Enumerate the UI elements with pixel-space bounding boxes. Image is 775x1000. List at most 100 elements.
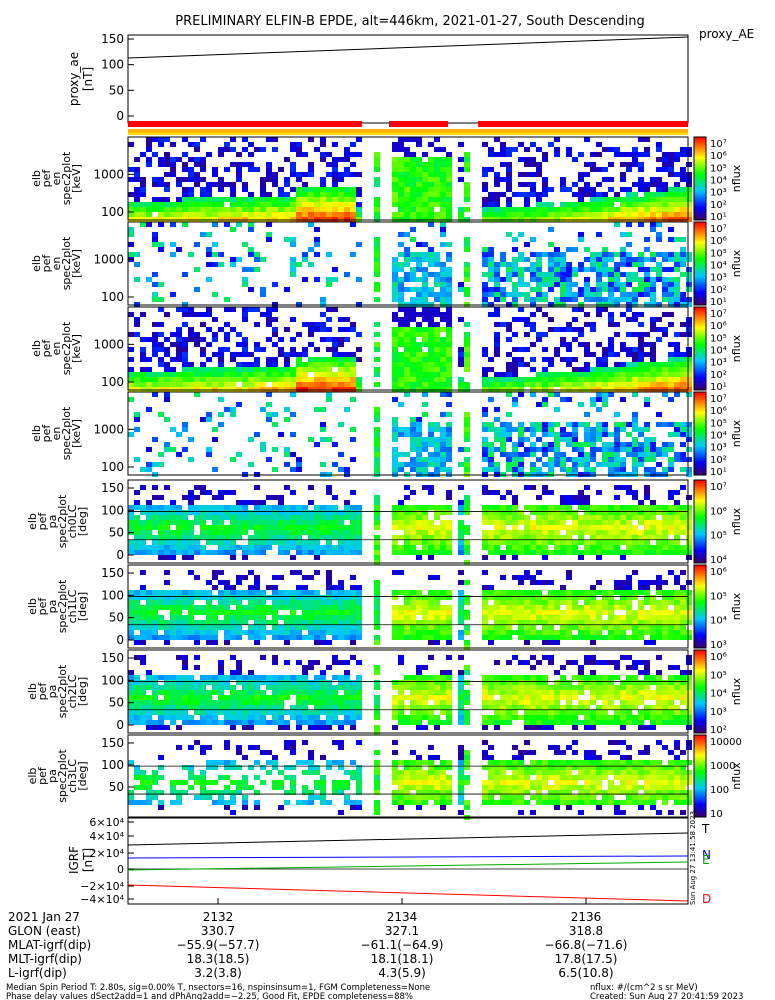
spectrogram-cell <box>416 157 422 162</box>
spectrogram-cell <box>500 590 506 595</box>
spectrogram-cell <box>632 392 638 397</box>
spectrogram-cell <box>638 372 644 377</box>
spectrogram-cell <box>530 382 536 387</box>
spectrogram-cell <box>500 555 506 560</box>
spectrogram-cell <box>494 137 500 142</box>
spectrogram-cell <box>548 520 554 525</box>
spectrogram-cell <box>224 605 230 610</box>
spectrogram-cell <box>494 282 500 287</box>
spectrogram-cell <box>584 162 590 167</box>
spectrogram-cell <box>638 252 644 257</box>
spectrogram-cell <box>320 312 326 317</box>
spectrogram-cell <box>518 635 524 640</box>
spectrogram-cell <box>548 630 554 635</box>
spectrogram-cell <box>272 575 278 580</box>
spectrogram-cell <box>200 485 206 490</box>
spectrogram-cell <box>404 377 410 382</box>
spectrogram-cell <box>296 172 302 177</box>
spectrogram-cell <box>284 505 290 510</box>
spectrogram-cell <box>512 630 518 635</box>
spectrogram-cell <box>212 570 218 575</box>
spectrogram-cell <box>518 510 524 515</box>
spectrogram-cell <box>536 382 542 387</box>
spectrogram-cell <box>464 152 470 157</box>
spectrogram-cell <box>434 282 440 287</box>
spectrogram-cell <box>686 197 692 202</box>
spectrogram-cell <box>128 610 134 615</box>
spectrogram-cell <box>134 167 140 172</box>
colorbar-tick-label: 10⁶ <box>710 321 727 332</box>
proxy-ytick-label: 150 <box>101 32 124 46</box>
spectrogram-cell <box>374 447 380 452</box>
spectrogram-cell <box>536 287 542 292</box>
spectrogram-cell <box>680 172 686 177</box>
spectrogram-cell <box>584 630 590 635</box>
spectrogram-cell <box>662 257 668 262</box>
spectrogram-cell <box>140 152 146 157</box>
spectrogram-cell <box>398 545 404 550</box>
spectrogram-cell <box>662 600 668 605</box>
spectrogram-cell <box>656 525 662 530</box>
spectrogram-cell <box>638 337 644 342</box>
spectrogram-cell <box>230 182 236 187</box>
spectrogram-cell <box>392 432 398 437</box>
spectrogram-cell <box>338 510 344 515</box>
spectrogram-cell <box>296 535 302 540</box>
spectrogram-cell <box>620 382 626 387</box>
spectrogram-cell <box>482 142 488 147</box>
spectrogram-cell <box>344 352 350 357</box>
spectrogram-cell <box>446 432 452 437</box>
spectrogram-cell <box>566 342 572 347</box>
spectrogram-cell <box>206 187 212 192</box>
spectrogram-cell <box>182 177 188 182</box>
spectrogram-cell <box>458 590 464 595</box>
spectrogram-cell <box>650 222 656 227</box>
spectrogram-cell <box>674 545 680 550</box>
spectrogram-cell <box>638 545 644 550</box>
spectrogram-cell <box>506 510 512 515</box>
spectrogram-cell <box>326 595 332 600</box>
spectrogram-cell <box>548 422 554 427</box>
spectrogram-cell <box>404 545 410 550</box>
spectrogram-cell <box>320 545 326 550</box>
proxy-ytick-label: 0 <box>116 109 124 123</box>
spectrogram-cell <box>266 177 272 182</box>
spectrogram-cell <box>188 555 194 560</box>
spectrogram-cell <box>224 490 230 495</box>
spectrogram-cell <box>290 262 296 267</box>
spectrogram-cell <box>548 357 554 362</box>
spectrogram-cell <box>176 625 182 630</box>
spectrogram-cell <box>590 207 596 212</box>
spectrogram-cell <box>194 312 200 317</box>
spectrogram-cell <box>266 167 272 172</box>
spectrogram-cell <box>350 197 356 202</box>
spectrogram-cell <box>662 620 668 625</box>
spectrogram-cell <box>176 347 182 352</box>
spectrogram-cell <box>542 272 548 277</box>
spectrogram-cell <box>302 212 308 217</box>
spectrogram-cell <box>200 322 206 327</box>
spectrogram-cell <box>350 640 356 645</box>
spectrogram-cell <box>212 317 218 322</box>
colorbar-label: nflux <box>730 419 743 447</box>
spectrogram-cell <box>230 357 236 362</box>
spectrogram-cell <box>554 392 560 397</box>
spectrogram-cell <box>152 725 158 730</box>
spectrogram-cell <box>542 530 548 535</box>
spectrogram-cell <box>494 172 500 177</box>
spectrogram-cell <box>254 500 260 505</box>
spectrogram-cell <box>374 505 380 510</box>
spectrogram-cell <box>434 262 440 267</box>
spectrogram-cell <box>446 590 452 595</box>
spectrogram-cell <box>662 515 668 520</box>
spectrogram-cell <box>584 342 590 347</box>
spectrogram-cell <box>518 462 524 467</box>
spectrogram-cell <box>680 615 686 620</box>
spectrogram-cell <box>398 377 404 382</box>
spectrogram-cell <box>422 152 428 157</box>
spectrogram-cell <box>524 485 530 490</box>
spectrogram-cell <box>260 207 266 212</box>
spectrogram-cell <box>278 207 284 212</box>
spectrogram-cell <box>302 525 308 530</box>
spectrogram-cell <box>398 232 404 237</box>
